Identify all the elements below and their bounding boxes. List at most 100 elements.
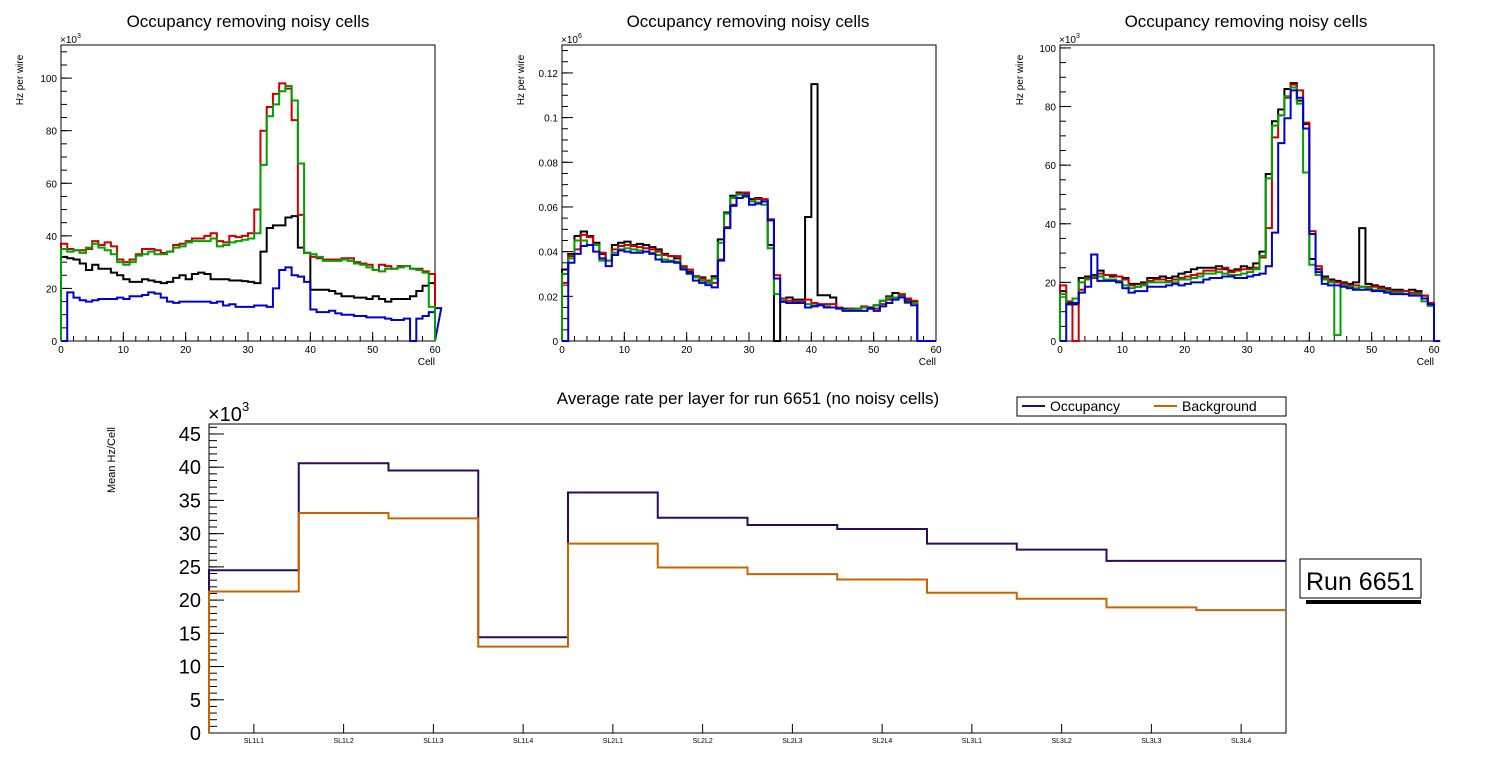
x-tick-label: 30	[242, 345, 254, 356]
run-annotation: Run 6651	[1299, 558, 1422, 604]
x-tick-label: 10	[619, 345, 631, 356]
x-tick-label: 50	[868, 345, 880, 356]
x-tick-label: 20	[681, 345, 693, 356]
x-tick-label: 30	[743, 345, 755, 356]
y-tick-label: 10	[179, 657, 201, 679]
y-tick-label: 20	[1045, 278, 1057, 289]
y-tick-label: 25	[179, 557, 201, 579]
y-tick-label: 45	[179, 424, 201, 446]
y-axis-label: Hz per wire	[1015, 54, 1026, 105]
plot-frame	[1059, 44, 1435, 342]
y-tick-label: 0	[552, 337, 558, 348]
y-tick-label: 15	[179, 623, 201, 645]
series-line-blue	[562, 194, 936, 342]
x-tick-label: SL3L1	[962, 738, 982, 745]
annotation-box	[1299, 558, 1422, 599]
legend: Occupancy Background	[1016, 396, 1287, 417]
y-axis-label: Mean Hz/Cell	[106, 427, 118, 493]
y-tick-label: 0.02	[539, 292, 559, 303]
series-line-occupancy	[208, 462, 1286, 733]
series-line-green	[561, 193, 936, 342]
x-axis-label: Cell	[418, 357, 435, 368]
y-tick-label: 0.06	[539, 203, 559, 214]
x-tick-label: SL3L4	[1231, 738, 1251, 745]
series-line-green	[1059, 86, 1435, 341]
x-tick-label: 50	[367, 345, 379, 356]
series-line-blue	[61, 266, 443, 342]
x-tick-label: 40	[305, 345, 317, 356]
x-tick-label: 40	[806, 345, 818, 356]
chart-top-left: Occupancy removing noisy cells Hz per wir…	[15, 12, 443, 368]
y-tick-label: 40	[46, 232, 58, 243]
y-tick-label: 0	[51, 337, 57, 348]
series-line-blue	[1060, 89, 1441, 342]
y-tick-label: 40	[1045, 220, 1057, 231]
series-line-red	[1059, 83, 1435, 342]
x-tick-label: 50	[1366, 345, 1378, 356]
y-tick-label: 40	[179, 457, 201, 479]
y-tick-label: 0.04	[539, 248, 559, 259]
plot-frame	[208, 423, 1287, 734]
chart-title: Occupancy removing noisy cells	[627, 12, 870, 31]
x-tick-label: 0	[559, 345, 565, 356]
x-tick-label: SL2L3	[782, 738, 802, 745]
x-tick-label: SL3L2	[1052, 738, 1072, 745]
y-tick-label: 30	[179, 524, 201, 546]
x-tick-label: 20	[1179, 345, 1191, 356]
x-tick-label: 10	[118, 345, 130, 356]
x-tick-label: SL1L1	[244, 738, 264, 745]
x-tick-label: SL1L4	[513, 738, 533, 745]
x-tick-label: SL2L2	[693, 738, 713, 745]
x-tick-label: 30	[1241, 345, 1253, 356]
y-exponent-label: ×103	[1059, 33, 1080, 46]
run-label: Run 6651	[1306, 568, 1414, 596]
x-tick-label: 60	[429, 345, 441, 356]
chart-top-right: Occupancy removing noisy cells Hz per wir…	[1015, 12, 1441, 368]
y-tick-label: 0	[1050, 337, 1056, 348]
x-tick-label: SL1L3	[423, 738, 443, 745]
series-line-black	[60, 215, 436, 341]
legend-box	[1016, 396, 1287, 417]
y-tick-label: 100	[1039, 44, 1056, 55]
y-tick-label: 60	[1045, 161, 1057, 172]
chart-bottom: Average rate per layer for run 6651 (no …	[106, 389, 1287, 745]
x-tick-label: SL1L2	[334, 738, 354, 745]
y-tick-label: 0.12	[539, 69, 559, 80]
y-tick-label: 0.08	[539, 158, 559, 169]
y-tick-label: 100	[40, 74, 57, 85]
y-tick-label: 80	[1045, 103, 1057, 114]
x-tick-label: 0	[1057, 345, 1063, 356]
x-tick-label: SL2L1	[603, 738, 623, 745]
y-tick-label: 5	[190, 690, 201, 712]
chart-top-middle: Occupancy removing noisy cells Hz per wir…	[516, 12, 942, 368]
y-tick-label: 80	[46, 127, 58, 138]
y-exponent-label: ×103	[208, 399, 249, 426]
x-axis-label: Cell	[1417, 357, 1434, 368]
chart-title: Occupancy removing noisy cells	[1125, 12, 1368, 31]
x-tick-label: 0	[58, 345, 64, 356]
y-exponent-label: ×103	[60, 33, 81, 46]
series-line-black	[1059, 82, 1435, 341]
x-tick-label: SL3L3	[1141, 738, 1161, 745]
y-tick-label: 20	[179, 590, 201, 612]
x-axis-label: Cell	[919, 357, 936, 368]
y-tick-label: 0.1	[544, 114, 558, 125]
y-axis-label: Hz per wire	[15, 54, 26, 105]
chart-title: Occupancy removing noisy cells	[127, 12, 370, 31]
y-tick-label: 20	[46, 284, 58, 295]
x-tick-label: 60	[930, 345, 942, 356]
y-tick-label: 35	[179, 490, 201, 512]
x-tick-label: 20	[180, 345, 192, 356]
legend-label-occupancy: Occupancy	[1050, 398, 1120, 414]
series-line-background	[208, 512, 1286, 733]
series-line-green	[60, 85, 436, 341]
series-line-red	[561, 191, 936, 342]
chart-title: Average rate per layer for run 6651 (no …	[557, 389, 939, 408]
x-tick-label: 40	[1304, 345, 1316, 356]
x-tick-label: 10	[1117, 345, 1129, 356]
y-tick-label: 0	[190, 723, 201, 745]
series-line-red	[60, 82, 436, 341]
y-exponent-label: ×106	[561, 33, 582, 46]
legend-label-background: Background	[1182, 398, 1257, 414]
